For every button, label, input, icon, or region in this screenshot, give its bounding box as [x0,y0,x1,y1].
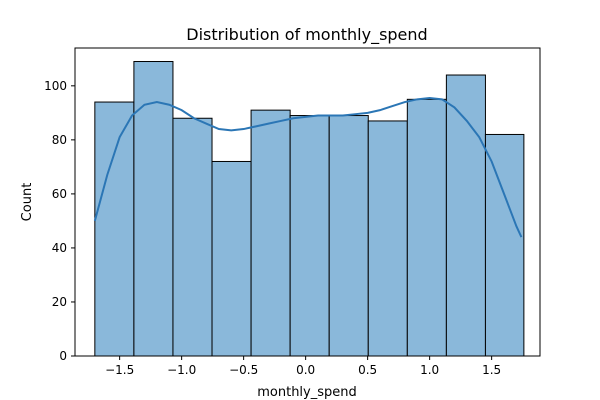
histogram-bar-1 [133,61,174,357]
kde-curve [93,96,523,238]
histogram-bar-5 [289,115,330,357]
histogram-bar-7 [367,120,408,357]
histogram-bar-8 [406,98,447,357]
x-tick-label: 0.0 [296,363,315,377]
y-axis-ticks: 0 20 40 60 80 100 [44,79,75,363]
histogram-bar-6 [328,115,369,357]
y-tick-label: 60 [52,187,67,201]
y-tick-label: 80 [52,133,67,147]
histogram-bar-0 [94,101,135,357]
x-tick-label: −1.0 [167,363,196,377]
x-tick-label: −1.5 [105,363,134,377]
y-tick-label: 0 [59,349,67,363]
histogram-bar-9 [445,74,486,357]
x-tick-label: 1.0 [420,363,439,377]
x-tick-label: 0.5 [358,363,377,377]
x-tick-label: −0.5 [229,363,258,377]
plot-frame [74,47,541,357]
histogram-bar-4 [250,109,291,357]
y-axis-label: Count [20,183,35,222]
histogram-bar-3 [211,160,252,357]
y-tick-label: 40 [52,241,67,255]
x-axis-label: monthly_spend [257,385,357,400]
y-tick-label: 100 [44,79,67,93]
histogram-bar-10 [484,133,525,357]
chart-title: Distribution of monthly_spend [186,25,427,45]
histogram-bars [94,61,525,357]
histogram-bar-2 [172,117,213,357]
y-tick-label: 20 [52,295,67,309]
x-axis-ticks: −1.5 −1.0 −0.5 0.0 0.5 1.0 1.5 [105,356,501,377]
x-tick-label: 1.5 [482,363,501,377]
